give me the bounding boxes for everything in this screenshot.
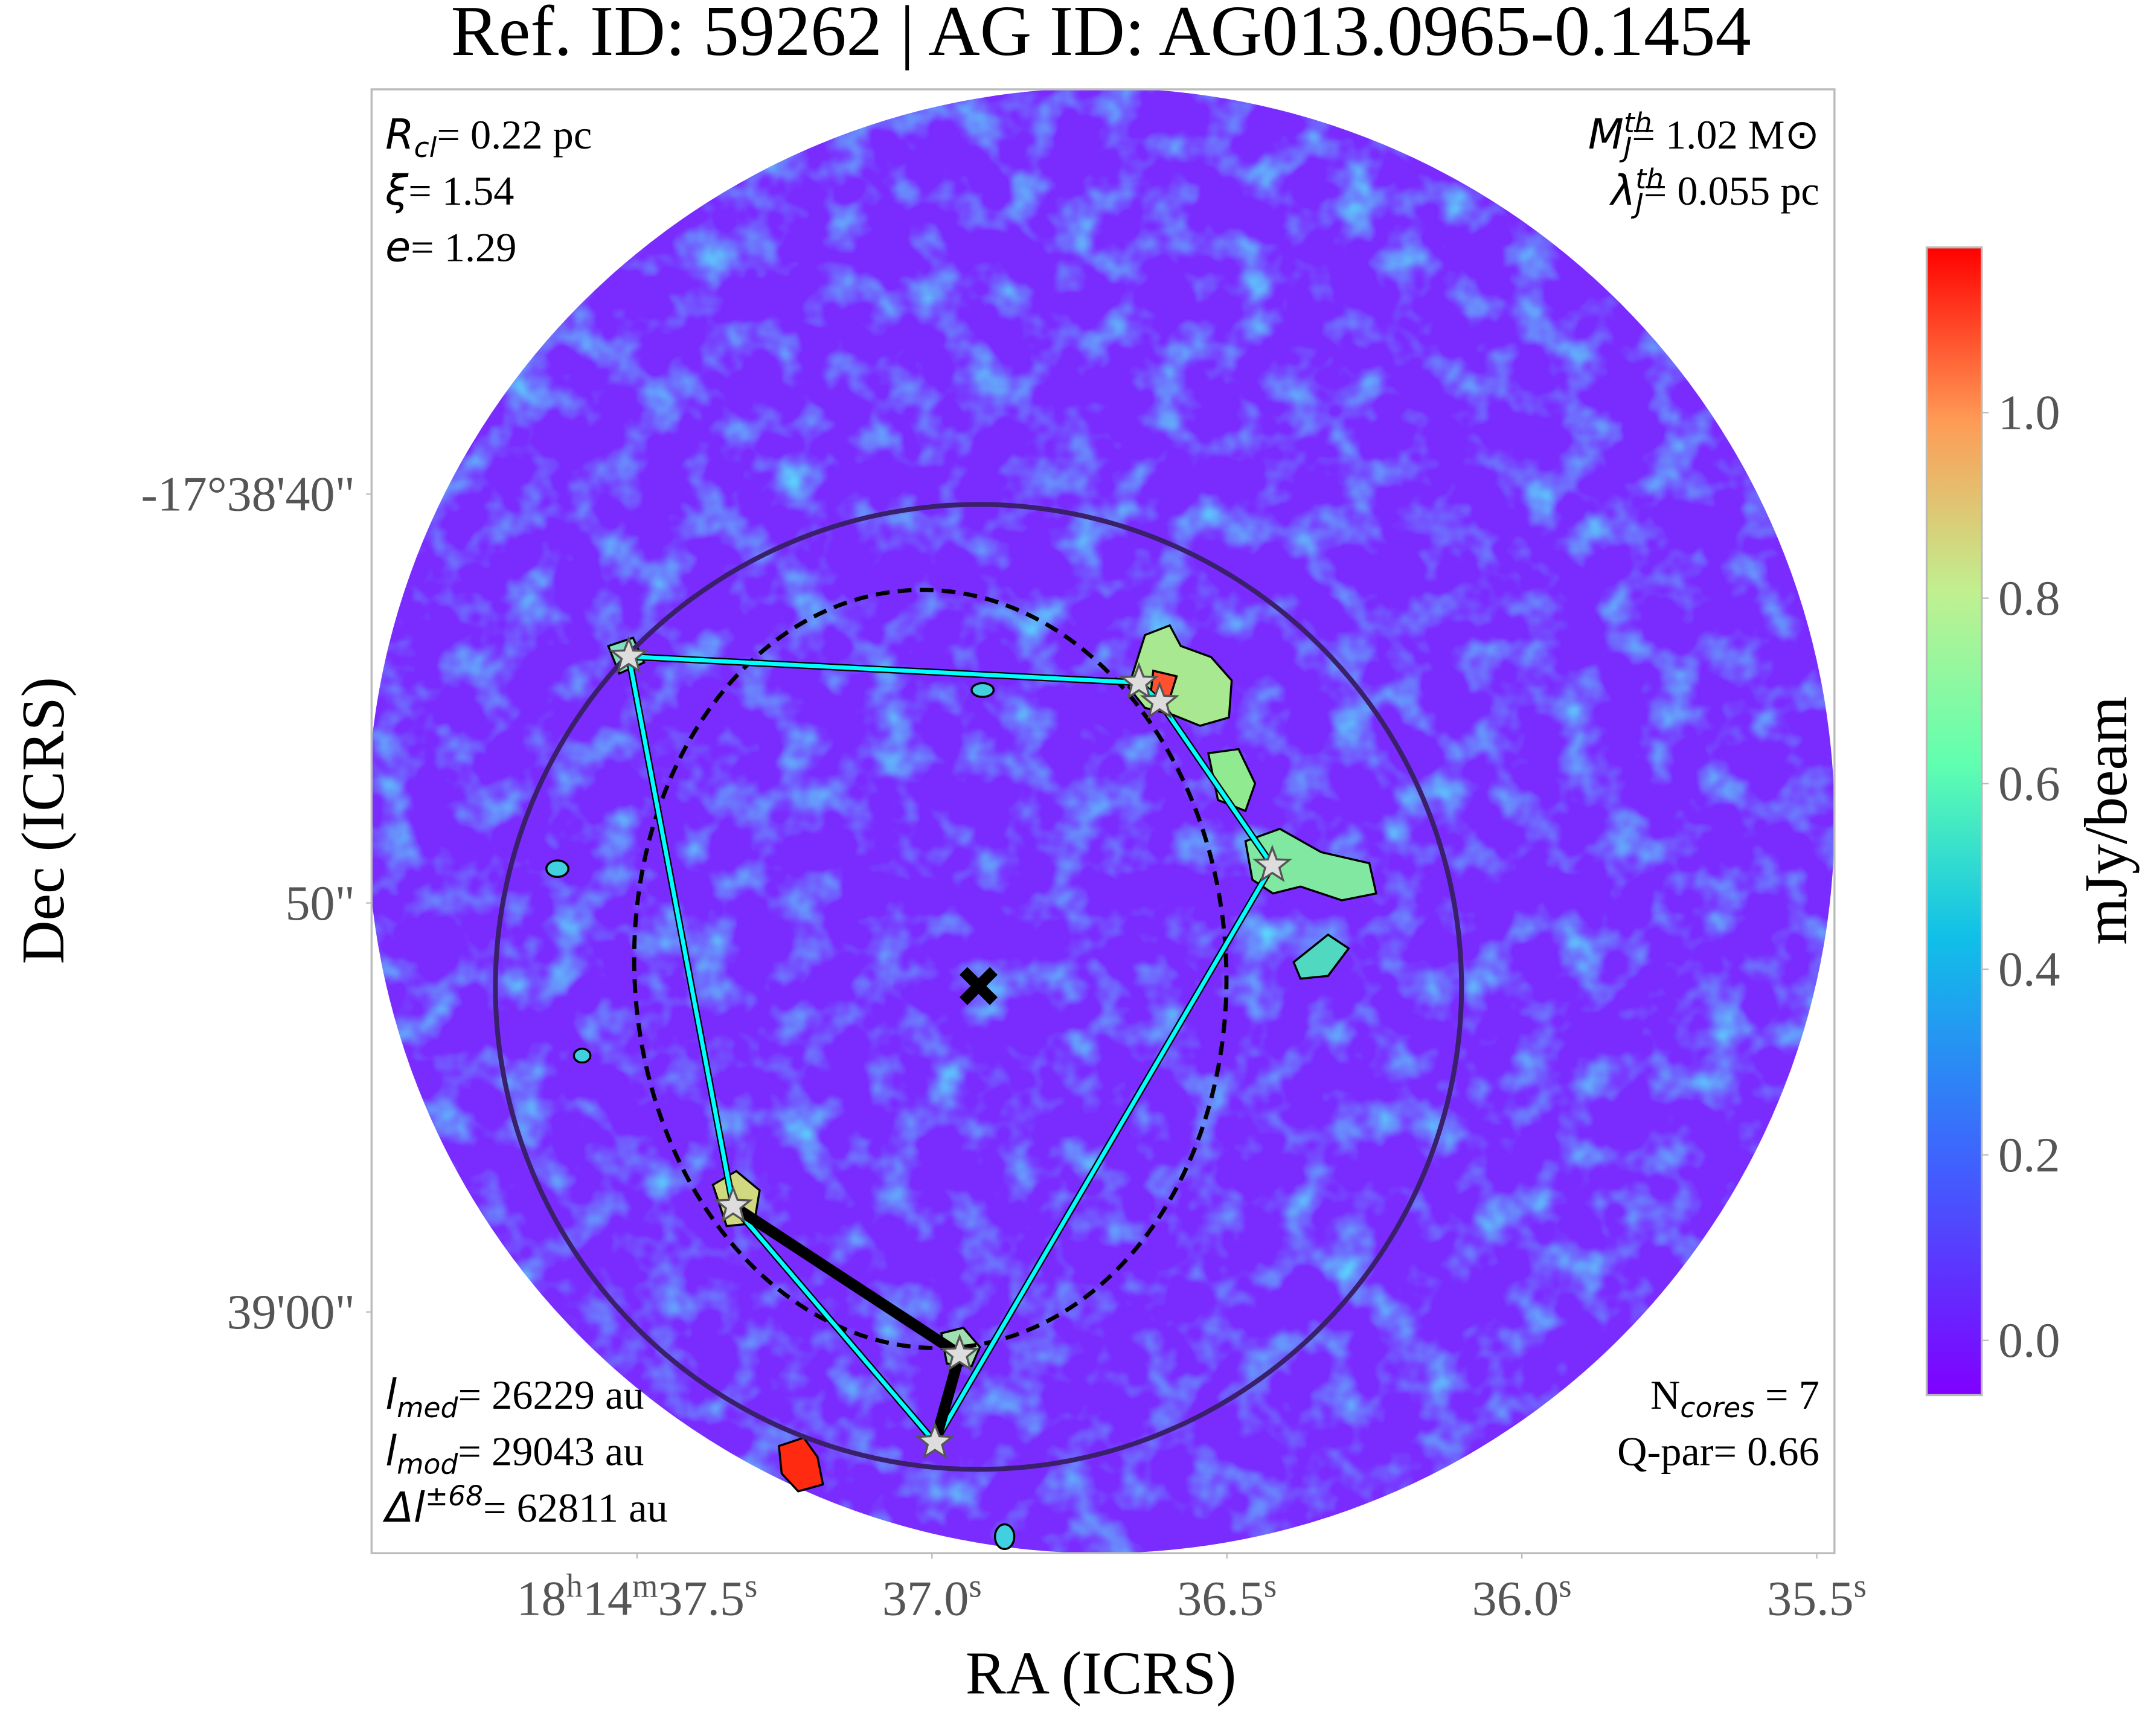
colorbar-tick-label: 0.2	[1998, 1127, 2060, 1182]
colorbar-tick-label: 0.4	[1998, 942, 2060, 997]
annotation-part: N	[1650, 1372, 1680, 1418]
annotation-part: Δl	[382, 1484, 425, 1532]
annotation-part: cl	[414, 132, 437, 164]
annotation: ξ= 1.54	[385, 167, 514, 215]
center-marker	[959, 967, 998, 1005]
x-tick-label: 37.0s	[882, 1568, 982, 1626]
annotation: lmod= 29043 au	[385, 1428, 644, 1481]
map-noise	[371, 89, 1835, 1553]
x-tick-label: 36.5s	[1177, 1568, 1277, 1626]
annotation: Q-par= 0.66	[1617, 1429, 1819, 1475]
annotation-part: e	[385, 224, 411, 272]
x-tick-label: 35.5s	[1767, 1568, 1867, 1626]
annotation: Δl±68= 62811 au	[382, 1480, 668, 1532]
annotation-part: M	[1588, 111, 1624, 159]
hull-edge	[933, 864, 1274, 1444]
annotation-part: l	[385, 1371, 397, 1419]
hull-edge	[629, 654, 1140, 685]
hull-edge	[1158, 700, 1274, 867]
annotation: λth J= 0.055 pc	[1609, 163, 1819, 220]
colorbar	[1925, 246, 1983, 1397]
axes-frame	[370, 88, 1836, 1554]
x-tick-label: 18h14m37.5s	[516, 1568, 757, 1626]
annotation-part: = 1.29	[411, 225, 516, 271]
annotation-part: Q-par= 0.66	[1617, 1429, 1819, 1475]
annotation-part: = 0.055 pc	[1644, 168, 1819, 214]
annotation-part: med	[397, 1392, 458, 1424]
core-marker	[609, 635, 649, 673]
core-marker	[1119, 662, 1159, 700]
annotation-part: ±68	[425, 1480, 483, 1512]
colorbar-tick-label: 0.8	[1998, 571, 2060, 626]
core-marker	[915, 1421, 955, 1459]
core-marker	[1140, 681, 1180, 719]
hull-edge	[731, 1205, 937, 1444]
annotation-part: = 62811 au	[483, 1485, 668, 1531]
colorbar-tick-label: 0.0	[1998, 1313, 2060, 1368]
annotation-part: mod	[397, 1448, 458, 1480]
annotation-part: = 26229 au	[458, 1372, 644, 1418]
annotation-part: th	[1624, 107, 1652, 139]
annotation-part: l	[385, 1428, 397, 1476]
core-marker	[713, 1185, 753, 1223]
annotation: lmed= 26229 au	[385, 1371, 644, 1424]
y-tick-label: 39'00"	[227, 1284, 355, 1339]
annotation: e= 1.29	[385, 224, 516, 272]
annotation-part: = 1.54	[408, 168, 514, 214]
map	[371, 89, 1835, 1553]
annotation-part: th	[1635, 163, 1664, 195]
y-tick-label: 50"	[285, 876, 355, 930]
annotation-part: = 1.02 M⊙	[1632, 112, 1819, 158]
center-stroke	[959, 967, 998, 1005]
annotation-part: R	[385, 111, 414, 159]
annotation-part: λ	[1609, 167, 1635, 215]
hull-edge	[626, 656, 736, 1206]
clump-circle	[493, 502, 1464, 1472]
colorbar-tick-label: 1.0	[1998, 385, 2060, 440]
annotation-part: = 7	[1755, 1372, 1819, 1418]
annotation: Mth J= 1.02 M⊙	[1588, 107, 1819, 164]
annotation: Rcl= 0.22 pc	[385, 111, 592, 164]
mst-edge	[730, 1201, 963, 1359]
marks	[609, 635, 1292, 1459]
mst-edge	[929, 1353, 965, 1444]
y-tick-label: -17°38'40"	[141, 467, 354, 522]
annotation-part: ξ	[385, 167, 409, 215]
colorbar-label: mJy/beam	[2072, 696, 2140, 945]
core-marker	[940, 1333, 979, 1371]
annotation-part: cores	[1680, 1392, 1754, 1424]
y-axis-label: Dec (ICRS)	[10, 677, 77, 964]
annotation-part: = 0.22 pc	[437, 112, 592, 158]
core-marker	[1252, 844, 1292, 882]
annotation-part: = 29043 au	[458, 1429, 644, 1475]
annotation: Ncores = 7	[1650, 1372, 1819, 1424]
x-axis-label: RA (ICRS)	[966, 1639, 1236, 1706]
chart-title: Ref. ID: 59262 | AG ID: AG013.0965-0.145…	[451, 0, 1751, 71]
x-tick-label: 36.0s	[1472, 1568, 1572, 1626]
colorbar-tick-label: 0.6	[1998, 756, 2060, 811]
